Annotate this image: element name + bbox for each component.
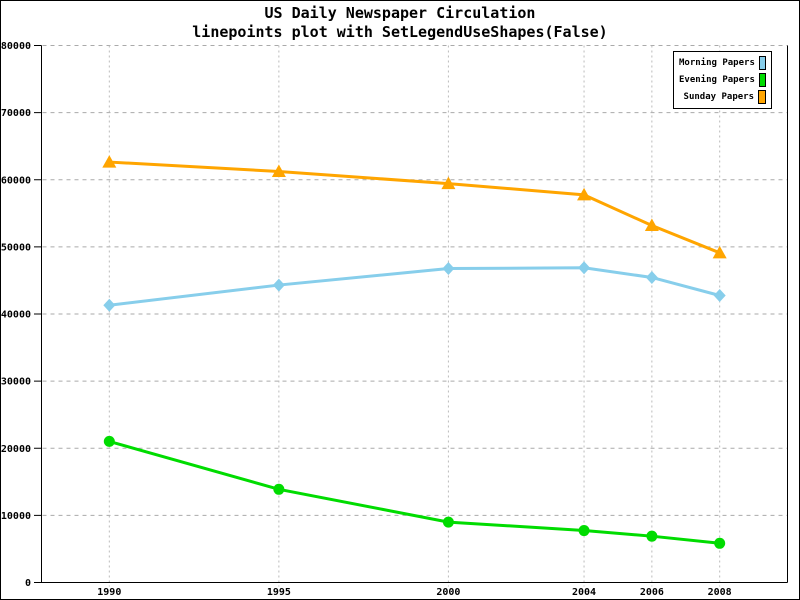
legend-swatch bbox=[758, 90, 766, 105]
y-tick-label: 20000 bbox=[1, 444, 31, 455]
triangle-up-marker bbox=[271, 164, 286, 178]
circle-marker bbox=[578, 525, 590, 537]
circle-marker bbox=[714, 537, 726, 549]
y-tick-label: 60000 bbox=[1, 175, 31, 186]
diamond-marker bbox=[103, 298, 116, 312]
series-line-morning-papers bbox=[109, 266, 721, 307]
x-tick-label: 2000 bbox=[436, 587, 460, 598]
triangle-up-marker bbox=[441, 176, 456, 190]
y-tick-label: 10000 bbox=[1, 511, 31, 522]
triangle-up-marker bbox=[712, 245, 727, 259]
y-tick-label: 70000 bbox=[1, 108, 31, 119]
x-tick-label: 2004 bbox=[572, 587, 596, 598]
legend-item: Sunday Papers bbox=[679, 89, 766, 106]
x-tick-label: 1990 bbox=[97, 587, 121, 598]
diamond-marker bbox=[442, 262, 455, 276]
diamond-marker bbox=[272, 278, 285, 292]
legend-item: Evening Papers bbox=[679, 71, 766, 88]
y-tick-label: 30000 bbox=[1, 377, 31, 388]
legend-swatch bbox=[758, 72, 766, 87]
legend-label: Evening Papers bbox=[679, 74, 755, 85]
circle-marker bbox=[646, 530, 658, 542]
triangle-up-marker bbox=[644, 218, 659, 232]
x-tick-label: 2006 bbox=[640, 587, 664, 598]
triangle-up-marker bbox=[577, 187, 592, 201]
triangle-up-marker bbox=[102, 155, 117, 168]
x-tick-label: 2008 bbox=[708, 587, 732, 598]
y-tick-label: 40000 bbox=[1, 310, 31, 321]
circle-marker bbox=[442, 516, 454, 528]
legend-swatch bbox=[758, 55, 766, 70]
diamond-marker bbox=[578, 261, 591, 275]
x-tick-label: 1995 bbox=[267, 587, 291, 598]
diamond-marker bbox=[713, 288, 726, 302]
legend-label: Morning Papers bbox=[679, 57, 755, 68]
y-tick-label: 0 bbox=[25, 578, 31, 589]
diamond-marker bbox=[645, 270, 658, 284]
legend-item: Morning Papers bbox=[679, 54, 766, 71]
circle-marker bbox=[273, 483, 285, 495]
series-line-sunday-papers bbox=[109, 160, 721, 255]
series-line-evening-papers bbox=[108, 439, 720, 545]
y-tick-label: 80000 bbox=[1, 41, 31, 52]
legend-label: Sunday Papers bbox=[683, 92, 754, 103]
circle-marker bbox=[103, 435, 115, 447]
y-tick-label: 50000 bbox=[1, 242, 31, 253]
legend: Morning Papers Evening Papers Sunday Paper… bbox=[673, 51, 772, 109]
